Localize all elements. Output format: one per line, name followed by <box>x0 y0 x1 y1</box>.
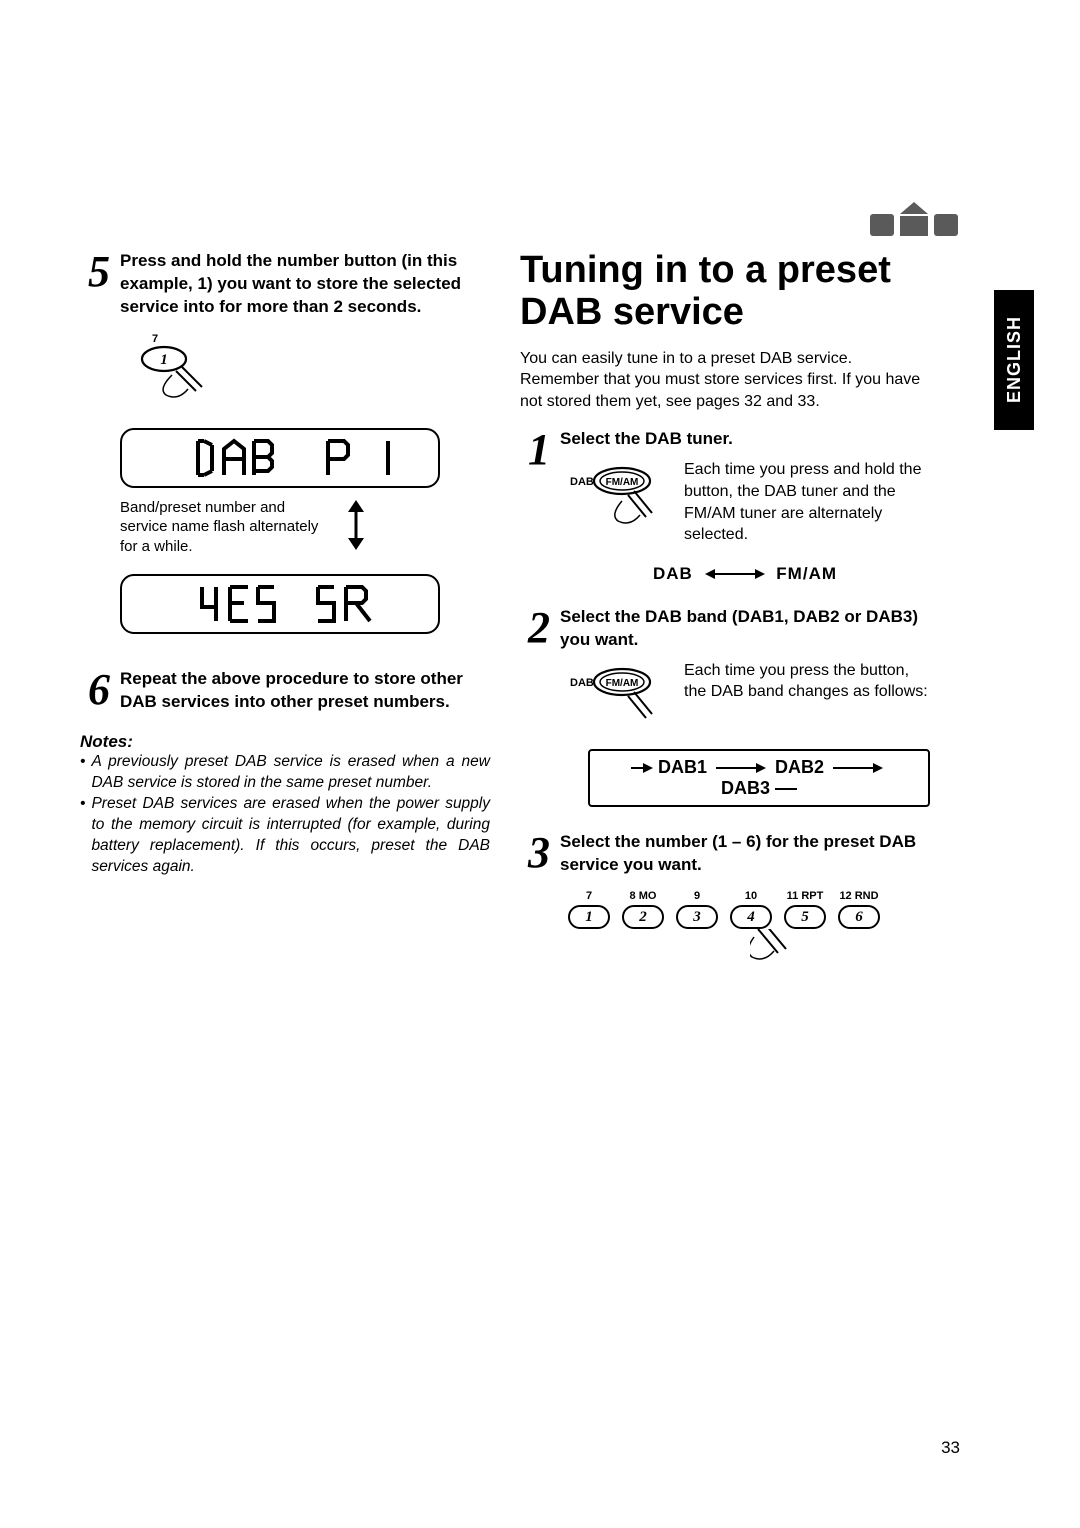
band1: DAB1 <box>658 757 707 777</box>
preset-button-5: 11 RPT 5 <box>784 890 826 929</box>
preset-number-button: 2 <box>622 905 664 929</box>
preset-number-button: 5 <box>784 905 826 929</box>
preset-buttons-row: 718 MO29310411 RPT512 RND6 <box>568 890 930 929</box>
preset-top-label: 10 <box>745 890 757 902</box>
step-1-head: Select the DAB tuner. <box>560 428 930 451</box>
preset-top-label: 9 <box>694 890 700 902</box>
language-label: ENGLISH <box>1004 316 1025 403</box>
preset-button-3: 93 <box>676 890 718 929</box>
step-2-head: Select the DAB band (DAB1, DAB2 or DAB3)… <box>560 606 930 652</box>
seq-dab: DAB <box>653 564 693 583</box>
step-5: 5 Press and hold the number button (in t… <box>80 250 490 644</box>
right-column: Tuning in to a preset DAB service You ca… <box>520 250 930 970</box>
preset-top-label: 11 RPT <box>787 890 824 902</box>
note-2-text: Preset DAB services are erased when the … <box>91 794 490 878</box>
svg-text:DAB: DAB <box>570 677 594 689</box>
updown-arrow-icon <box>346 500 366 555</box>
preset-top-label: 8 MO <box>630 890 657 902</box>
preset-number-button: 6 <box>838 905 880 929</box>
step-6: 6 Repeat the above procedure to store ot… <box>80 668 490 714</box>
dab-band-sequence: DAB1 DAB2 DAB3 <box>588 749 930 807</box>
notes-heading: Notes: <box>80 732 490 752</box>
dab-fmam-button-illustration: DAB FM/AM <box>560 459 670 545</box>
svg-text:DAB: DAB <box>570 476 594 488</box>
note-2: • Preset DAB services are erased when th… <box>80 794 490 878</box>
display-caption: Band/preset number and service name flas… <box>120 498 320 557</box>
display-service-name <box>120 574 440 634</box>
preset-button-2: 8 MO 2 <box>622 890 664 929</box>
bullet-icon: • <box>80 752 85 794</box>
band3: DAB3 <box>721 778 770 798</box>
band2: DAB2 <box>775 757 824 777</box>
step-number: 6 <box>80 668 110 714</box>
preset-button-4: 104 <box>730 890 772 929</box>
svg-text:1: 1 <box>160 352 168 368</box>
svg-text:FM/AM: FM/AM <box>606 477 639 488</box>
button-1-illustration: 7 1 <box>138 333 490 410</box>
step-3: 3 Select the number (1 – 6) for the pres… <box>520 831 930 971</box>
press-lines-icon <box>750 929 930 974</box>
page-number: 33 <box>941 1438 960 1458</box>
language-tab: ENGLISH <box>994 290 1034 430</box>
step-5-head: Press and hold the number button (in thi… <box>120 250 490 319</box>
step-number: 3 <box>520 831 550 971</box>
btn-top-label: 7 <box>152 333 490 345</box>
dab-logo <box>870 200 960 245</box>
dab-fmam-button-illustration: DAB FM/AM <box>560 660 670 735</box>
seq-fmam: FM/AM <box>776 564 837 583</box>
step-number: 5 <box>80 250 110 644</box>
preset-button-6: 12 RND 6 <box>838 890 880 929</box>
step-2-desc: Each time you press the button, the DAB … <box>684 660 930 735</box>
left-column: 5 Press and hold the number button (in t… <box>80 250 490 970</box>
note-1: • A previously preset DAB service is era… <box>80 752 490 794</box>
preset-button-1: 71 <box>568 890 610 929</box>
svg-text:FM/AM: FM/AM <box>606 678 639 689</box>
preset-number-button: 1 <box>568 905 610 929</box>
section-title: Tuning in to a preset DAB service <box>520 250 930 334</box>
step-3-head: Select the number (1 – 6) for the preset… <box>560 831 930 877</box>
step-number: 2 <box>520 606 550 831</box>
note-1-text: A previously preset DAB service is erase… <box>91 752 490 794</box>
step-6-head: Repeat the above procedure to store othe… <box>120 668 490 714</box>
preset-top-label: 7 <box>586 890 592 902</box>
step-2: 2 Select the DAB band (DAB1, DAB2 or DAB… <box>520 606 930 831</box>
step-number: 1 <box>520 428 550 605</box>
step-1: 1 Select the DAB tuner. DAB FM/AM <box>520 428 930 605</box>
dab-fmam-sequence: DAB FM/AM <box>560 564 930 584</box>
step-1-desc: Each time you press and hold the button,… <box>684 459 930 545</box>
preset-number-button: 3 <box>676 905 718 929</box>
bullet-icon: • <box>80 794 85 878</box>
display-dab-p1 <box>120 428 440 488</box>
preset-top-label: 12 RND <box>839 890 878 902</box>
section-intro: You can easily tune in to a preset DAB s… <box>520 348 930 413</box>
preset-number-button: 4 <box>730 905 772 929</box>
